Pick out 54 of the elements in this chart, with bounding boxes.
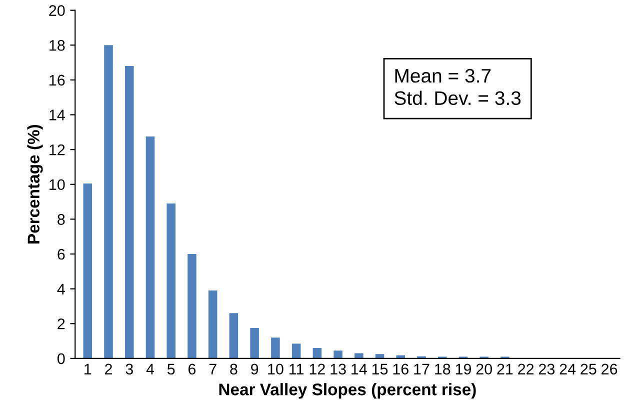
y-tick-label: 4 (57, 284, 65, 294)
bar (250, 328, 259, 358)
x-tick-label: 16 (393, 364, 408, 375)
y-tick-label: 2 (58, 318, 65, 330)
x-tick-label: 3 (126, 364, 133, 375)
y-tick-label: 12 (50, 144, 65, 156)
x-tick-label: 17 (414, 364, 430, 374)
bar (188, 254, 196, 358)
y-tick-label: 8 (58, 214, 65, 225)
x-tick-label: 14 (352, 364, 367, 374)
x-tick-label: 26 (602, 364, 618, 375)
x-tick-label: 20 (476, 364, 492, 375)
y-tick-label: 18 (50, 40, 65, 51)
annotation: Mean = 3.7 Std. Dev. = 3.3 (394, 68, 521, 106)
x-tick-label: 21 (497, 364, 513, 374)
x-tick-label: 4 (146, 364, 154, 374)
x-tick-label: 11 (290, 364, 304, 374)
x-tick-label: 18 (435, 364, 450, 375)
y-tick-label: 14 (50, 110, 65, 120)
x-tick-label: 7 (209, 364, 216, 374)
y-tick-label: 16 (50, 74, 65, 86)
bar (83, 184, 92, 358)
y-axis-title: Percentage (%) (27, 124, 43, 244)
x-tick-label: 22 (518, 364, 534, 374)
x-axis-title: Near Valley Slopes (percent rise) (219, 383, 476, 399)
x-tick-label: 5 (167, 364, 175, 375)
y-tick-label: 10 (50, 179, 65, 190)
x-tick-label: 6 (188, 364, 196, 375)
bar (354, 353, 364, 358)
bar (312, 348, 322, 358)
x-tick-label: 10 (268, 364, 284, 375)
x-tick-label: 23 (538, 364, 555, 375)
x-tick-label: 8 (230, 364, 238, 375)
bar (334, 350, 342, 358)
x-tick-label: 15 (372, 364, 388, 375)
bar (124, 66, 134, 358)
x-tick-label: 13 (330, 364, 346, 375)
y-tick-label: 20 (49, 5, 65, 16)
y-tick-label: 0 (58, 353, 65, 364)
bar (292, 344, 301, 358)
bar (166, 204, 176, 358)
bar (146, 136, 155, 358)
x-tick-label: 12 (310, 364, 325, 374)
x-tick-label: 2 (105, 364, 112, 374)
y-tick-label: 6 (58, 248, 65, 260)
x-tick-label: 19 (456, 364, 472, 375)
x-tick-label: 25 (580, 364, 596, 375)
bar (208, 290, 218, 358)
x-tick-label: 9 (251, 364, 258, 375)
bar (229, 313, 238, 358)
bar (104, 45, 113, 358)
bar (271, 338, 280, 358)
x-tick-label: 1 (84, 364, 92, 374)
x-tick-label: 24 (560, 364, 576, 374)
